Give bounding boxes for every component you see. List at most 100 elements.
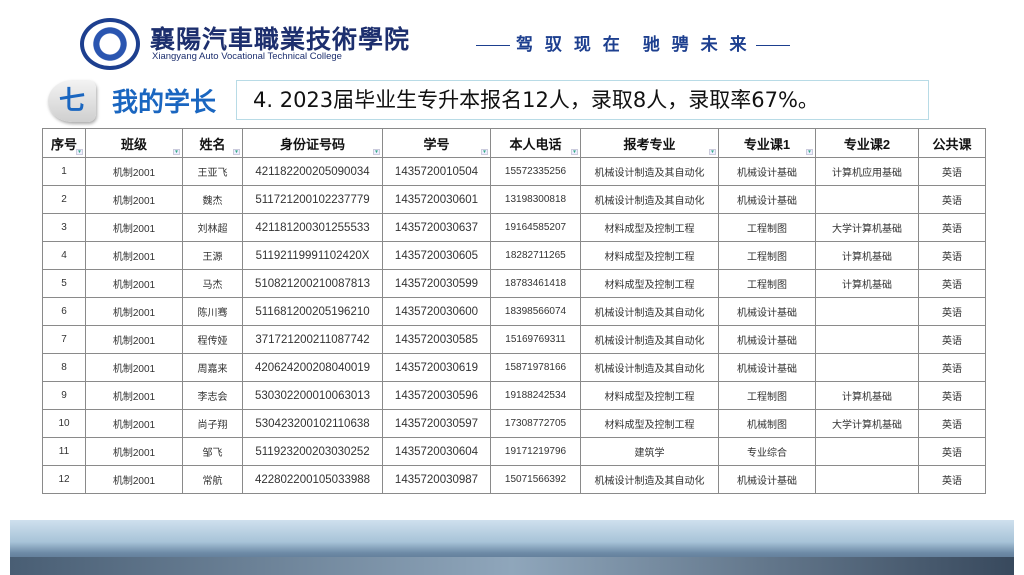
column-header-label: 报考专业 bbox=[623, 136, 676, 152]
table-cell: 工程制图 bbox=[718, 241, 816, 270]
column-header[interactable]: 学号 ▾ bbox=[382, 128, 491, 158]
table-cell: 魏杰 bbox=[182, 185, 243, 214]
column-header[interactable]: 姓名 ▾ bbox=[182, 128, 243, 158]
slogan: 驾 驭 现 在 驰 骋 未 来 bbox=[470, 30, 796, 55]
table-cell: 英语 bbox=[918, 353, 986, 382]
table-cell: 尚子翔 bbox=[182, 409, 243, 438]
table-cell: 17308772705 bbox=[490, 409, 581, 438]
table-cell: 1435720030619 bbox=[382, 353, 491, 382]
table-cell: 专业综合 bbox=[718, 437, 816, 466]
table-cell: 13198300818 bbox=[490, 185, 581, 214]
column-header[interactable]: 班级 ▾ bbox=[85, 128, 183, 158]
column-header[interactable]: 专业课1 ▾ bbox=[718, 128, 816, 158]
table-row: 11 机制2001 邹飞 511923200203030252 143572003060… bbox=[42, 437, 986, 466]
table-cell: 材料成型及控制工程 bbox=[580, 213, 719, 242]
table-cell: 51192119991102420X bbox=[242, 241, 383, 270]
table-cell: 机械设计基础 bbox=[718, 157, 816, 186]
table-cell: 1435720030585 bbox=[382, 325, 491, 354]
table-cell: 机械设计基础 bbox=[718, 465, 816, 494]
table-cell: 19171219796 bbox=[490, 437, 581, 466]
table-cell: 马杰 bbox=[182, 269, 243, 298]
table-cell: 英语 bbox=[918, 213, 986, 242]
table-cell: 材料成型及控制工程 bbox=[580, 269, 719, 298]
table-cell: 10 bbox=[42, 409, 86, 438]
table-cell: 530302200010063013 bbox=[242, 381, 383, 410]
table-row: 8 机制2001 周嘉来 420624200208040019 143572003061… bbox=[42, 353, 986, 382]
table-cell: 英语 bbox=[918, 325, 986, 354]
table-cell: 530423200102110638 bbox=[242, 409, 383, 438]
filter-dropdown-icon[interactable]: ▾ bbox=[709, 149, 716, 155]
table-cell: 邹飞 bbox=[182, 437, 243, 466]
table-cell: 机械设计基础 bbox=[718, 185, 816, 214]
column-header[interactable]: 序号 ▾ bbox=[42, 128, 86, 158]
table-row: 9 机制2001 李志会 530302200010063013 143572003059… bbox=[42, 381, 986, 410]
filter-dropdown-icon[interactable]: ▾ bbox=[571, 149, 578, 155]
table-cell: 周嘉来 bbox=[182, 353, 243, 382]
column-header-label: 序号 bbox=[50, 136, 77, 152]
table-cell bbox=[815, 353, 919, 382]
filter-dropdown-icon[interactable]: ▾ bbox=[233, 149, 240, 155]
table-row: 4 机制2001 王源 51192119991102420X 1435720030605… bbox=[42, 241, 986, 270]
table-cell: 机制2001 bbox=[85, 269, 183, 298]
column-header-label: 公共课 bbox=[932, 136, 972, 152]
table-cell: 1435720030597 bbox=[382, 409, 491, 438]
table-cell: 英语 bbox=[918, 465, 986, 494]
table-cell: 大学计算机基础 bbox=[815, 213, 919, 242]
table-cell: 1435720030987 bbox=[382, 465, 491, 494]
column-header-label: 姓名 bbox=[199, 136, 226, 152]
column-header-label: 学号 bbox=[423, 136, 450, 152]
table-cell: 机械制图 bbox=[718, 409, 816, 438]
column-header[interactable]: 身份证号码 ▾ bbox=[242, 128, 383, 158]
college-logo bbox=[80, 18, 140, 70]
section-number: 七 bbox=[48, 80, 96, 122]
filter-dropdown-icon[interactable]: ▾ bbox=[806, 149, 813, 155]
table-cell bbox=[815, 325, 919, 354]
column-header-label: 身份证号码 bbox=[279, 136, 345, 152]
table-cell: 机械设计制造及其自动化 bbox=[580, 157, 719, 186]
table-cell: 程传娅 bbox=[182, 325, 243, 354]
column-header[interactable]: 报考专业 ▾ bbox=[580, 128, 719, 158]
table-cell: 材料成型及控制工程 bbox=[580, 241, 719, 270]
table-cell: 计算机基础 bbox=[815, 241, 919, 270]
filter-dropdown-icon[interactable]: ▾ bbox=[173, 149, 180, 155]
table-cell: 8 bbox=[42, 353, 86, 382]
table-cell: 材料成型及控制工程 bbox=[580, 381, 719, 410]
column-header[interactable]: 专业课2 bbox=[815, 128, 919, 158]
table-cell: 工程制图 bbox=[718, 381, 816, 410]
table-cell: 机械设计制造及其自动化 bbox=[580, 185, 719, 214]
column-header-label: 专业课1 bbox=[743, 136, 791, 152]
table-cell: 9 bbox=[42, 381, 86, 410]
filter-dropdown-icon[interactable]: ▾ bbox=[76, 149, 83, 155]
table-cell: 1435720030599 bbox=[382, 269, 491, 298]
table-cell: 机械设计基础 bbox=[718, 353, 816, 382]
column-header-label: 本人电话 bbox=[509, 136, 562, 152]
table-cell: 机制2001 bbox=[85, 437, 183, 466]
table-cell bbox=[815, 185, 919, 214]
table-cell: 大学计算机基础 bbox=[815, 409, 919, 438]
table-cell: 1435720030596 bbox=[382, 381, 491, 410]
table-cell: 机制2001 bbox=[85, 185, 183, 214]
table-cell: 机制2001 bbox=[85, 465, 183, 494]
table-cell: 机械设计制造及其自动化 bbox=[580, 465, 719, 494]
table-cell: 英语 bbox=[918, 157, 986, 186]
table-cell: 材料成型及控制工程 bbox=[580, 409, 719, 438]
table-cell: 机制2001 bbox=[85, 297, 183, 326]
table-cell: 计算机应用基础 bbox=[815, 157, 919, 186]
table-cell: 18398566074 bbox=[490, 297, 581, 326]
table-cell bbox=[815, 437, 919, 466]
table-row: 3 机制2001 刘林超 421181200301255533 143572003063… bbox=[42, 213, 986, 242]
college-name-en: Xiangyang Auto Vocational Technical Coll… bbox=[152, 51, 342, 62]
table-cell: 李志会 bbox=[182, 381, 243, 410]
table-cell: 15871978166 bbox=[490, 353, 581, 382]
table-cell: 2 bbox=[42, 185, 86, 214]
filter-dropdown-icon[interactable]: ▾ bbox=[481, 149, 488, 155]
table-cell: 510821200210087813 bbox=[242, 269, 383, 298]
column-header[interactable]: 公共课 bbox=[918, 128, 986, 158]
table-cell: 15572335256 bbox=[490, 157, 581, 186]
table-cell: 421182200205090034 bbox=[242, 157, 383, 186]
column-header[interactable]: 本人电话 ▾ bbox=[490, 128, 581, 158]
table-cell: 建筑学 bbox=[580, 437, 719, 466]
table-cell: 6 bbox=[42, 297, 86, 326]
filter-dropdown-icon[interactable]: ▾ bbox=[373, 149, 380, 155]
table-row: 1 机制2001 王亚飞 421182200205090034 143572001050… bbox=[42, 157, 986, 186]
